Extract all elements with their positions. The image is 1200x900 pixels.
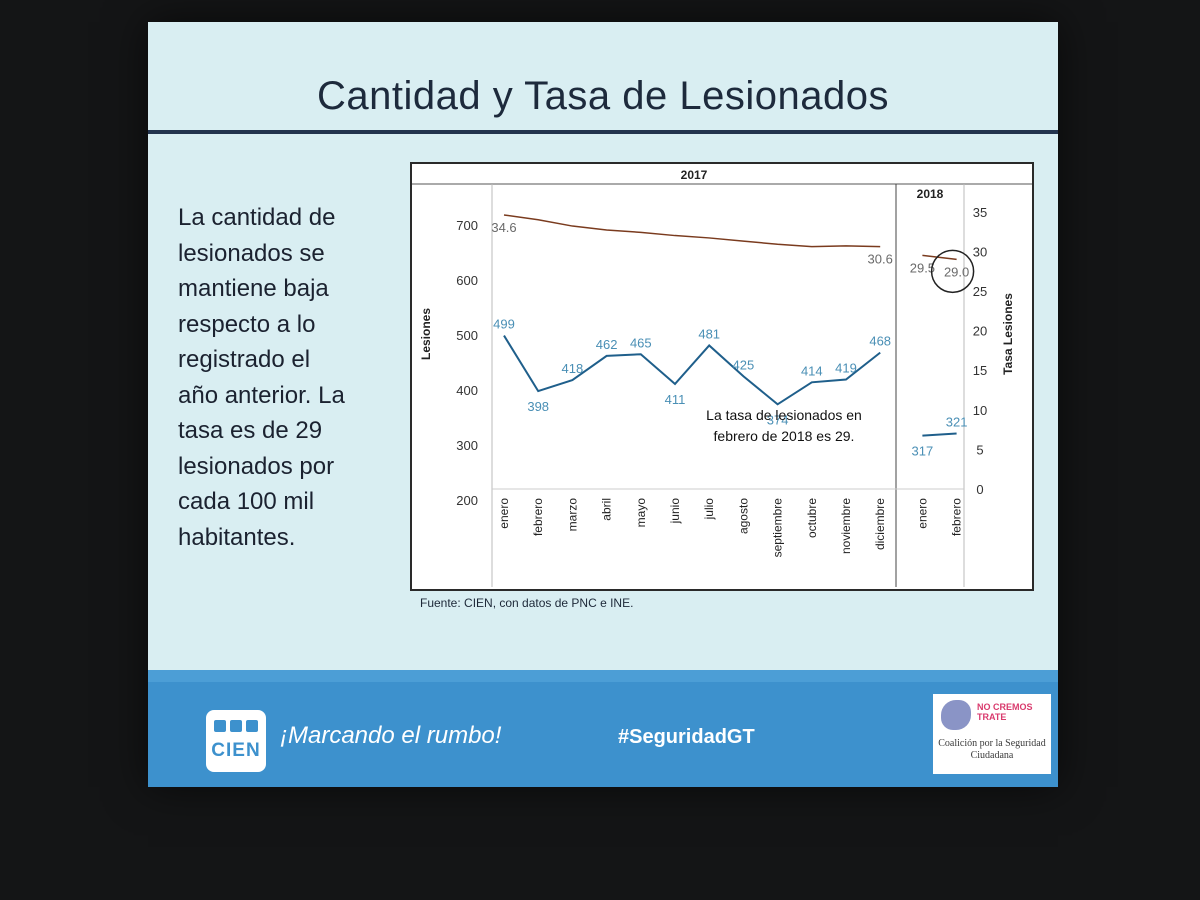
- footer-slogan: ¡Marcando el rumbo!: [280, 722, 502, 749]
- series-line-tasa-2018: [922, 254, 957, 261]
- y-left-axis-title: Lesiones: [419, 308, 433, 360]
- x-category-label: febrero: [950, 498, 964, 536]
- data-label-lesiones: 321: [946, 414, 968, 429]
- y-right-tick-label: 20: [973, 324, 987, 339]
- body-line: tasa es de 29: [178, 417, 323, 444]
- data-label-lesiones: 462: [596, 337, 618, 352]
- y-right-tick-label: 0: [976, 482, 983, 497]
- y-left-tick-label: 600: [456, 273, 478, 288]
- data-label-tasa: 34.6: [491, 220, 516, 235]
- footer-hashtag: #SeguridadGT: [618, 726, 755, 748]
- coalicion-badge-line: NO CREMOS: [977, 702, 1033, 712]
- data-label-tasa: 29.0: [944, 264, 969, 279]
- chart-annotation-line: La tasa de lesionados en: [706, 407, 862, 423]
- coalicion-badge-line: TRATE: [977, 712, 1007, 722]
- x-category-label: octubre: [805, 498, 819, 538]
- y-right-tick-label: 10: [973, 403, 987, 418]
- data-label-lesiones: 414: [801, 363, 823, 378]
- data-label-lesiones: 374: [767, 412, 789, 427]
- body-line: lesionados se: [178, 239, 325, 267]
- y-right-tick-label: 25: [973, 284, 987, 299]
- body-line: lesionados por: [178, 452, 335, 480]
- y-left-tick-label: 700: [456, 218, 478, 233]
- data-label-lesiones: 465: [630, 335, 652, 350]
- data-label-lesiones: 419: [835, 361, 857, 376]
- source-note: Fuente: CIEN, con datos de PNC e INE.: [420, 596, 634, 610]
- data-label-tasa: 30.6: [868, 252, 893, 267]
- slide-footer: CIEN ¡Marcando el rumbo! #SeguridadGT NO…: [148, 682, 1058, 787]
- x-category-label: mayo: [634, 498, 648, 528]
- x-category-label: marzo: [565, 498, 579, 532]
- lesionados-chart: 2017 2018 200 300 400 500 600 700 0 5 10 15 20 25 30 35…: [410, 162, 1034, 591]
- data-label-lesiones: 468: [869, 334, 891, 349]
- x-category-label: septiembre: [771, 498, 785, 558]
- coalicion-name: Coalición por la Seguridad Ciudadana: [938, 738, 1046, 761]
- slide-body-text: La cantidad de lesionados se mantiene ba…: [178, 200, 388, 555]
- y-left-tick-label: 400: [456, 383, 478, 398]
- data-label-lesiones: 317: [912, 444, 934, 459]
- body-line: respecto a lo: [178, 310, 316, 338]
- x-category-label: noviembre: [839, 498, 853, 554]
- guatemala-map-icon: [941, 700, 971, 730]
- body-line: mantiene baja: [178, 275, 329, 302]
- data-label-lesiones: 418: [562, 361, 584, 376]
- y-right-tick-label: 30: [973, 244, 987, 259]
- coalicion-logo: NO CREMOS TRATE Coalición por la Segurid…: [933, 694, 1051, 774]
- x-category-label: agosto: [736, 498, 750, 534]
- data-label-lesiones: 499: [493, 317, 515, 332]
- coalicion-badge: NO CREMOS TRATE: [977, 702, 1033, 722]
- y-right-tick-label: 5: [976, 442, 983, 457]
- body-line: año anterior. La: [178, 381, 345, 409]
- year-label-2018: 2018: [917, 187, 944, 201]
- x-category-label: febrero: [531, 498, 545, 536]
- cien-logo: CIEN: [206, 710, 266, 772]
- y-left-tick-label: 300: [456, 438, 478, 453]
- x-category-label: julio: [702, 498, 716, 521]
- series-line-tasa-2017: [503, 214, 881, 248]
- logo-square-icon: [214, 720, 226, 732]
- body-line: habitantes.: [178, 523, 296, 551]
- data-label-lesiones: 411: [665, 392, 686, 407]
- data-label-lesiones: 425: [733, 357, 755, 372]
- data-label-lesiones: 398: [527, 399, 549, 414]
- series-line-lesiones-2017: [503, 335, 881, 406]
- y-left-tick-label: 500: [456, 328, 478, 343]
- x-category-label: enero: [915, 498, 929, 529]
- logo-square-icon: [246, 720, 258, 732]
- presentation-slide: Cantidad y Tasa de Lesionados La cantida…: [148, 22, 1058, 787]
- data-label-lesiones: 481: [698, 326, 720, 341]
- body-line: La cantidad de: [178, 204, 336, 231]
- footer-band-top: [148, 670, 1058, 684]
- x-category-label: junio: [668, 498, 682, 525]
- chart-annotation-line: febrero de 2018 es 29.: [714, 428, 855, 444]
- logo-square-icon: [230, 720, 242, 732]
- y-right-axis-title: Tasa Lesiones: [1001, 293, 1015, 375]
- y-left-tick-label: 200: [456, 493, 478, 508]
- title-underline: [148, 130, 1058, 134]
- x-category-label: enero: [497, 498, 511, 529]
- highlight-circle: [930, 249, 975, 294]
- cien-logo-text: CIEN: [211, 740, 261, 761]
- x-category-label: abril: [600, 498, 614, 521]
- y-right-tick-label: 15: [973, 363, 987, 378]
- body-line: registrado el: [178, 346, 311, 373]
- body-line: cada 100 mil: [178, 488, 315, 515]
- series-line-lesiones-2018: [922, 432, 957, 437]
- y-right-tick-label: 35: [973, 205, 987, 220]
- data-label-tasa: 29.5: [910, 260, 935, 275]
- chart-canvas: 2017 2018 200 300 400 500 600 700 0 5 10 15 20 25 30 35…: [412, 168, 1032, 587]
- slide-title: Cantidad y Tasa de Lesionados: [317, 74, 889, 118]
- x-category-label: diciembre: [873, 498, 887, 550]
- year-label-2017: 2017: [681, 168, 708, 182]
